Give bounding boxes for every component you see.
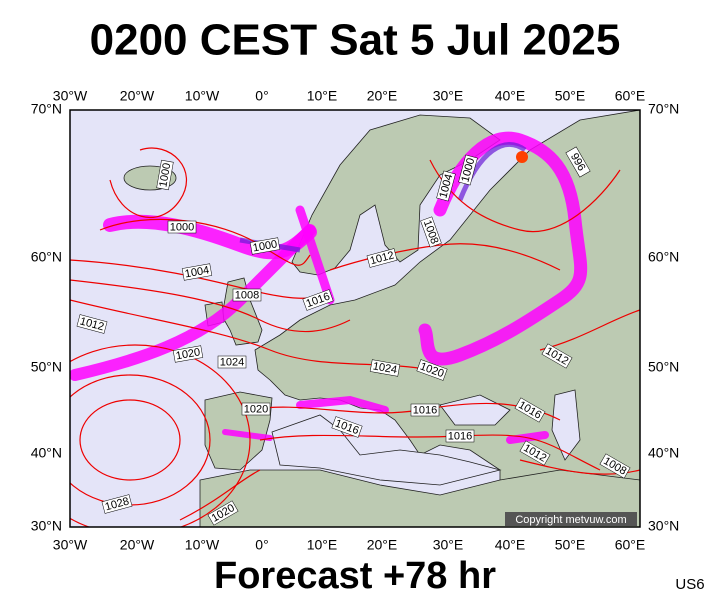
longitude-label: 40°E [495,88,526,104]
longitude-label: 30°W [53,537,88,553]
forecast-label: Forecast +78 hr [214,555,496,597]
isobar-label-group: 1024 [217,355,247,369]
isobar-label-group: 1000 [249,237,281,255]
isobar-label-box [565,146,591,178]
isobar-label: 1000 [170,221,194,233]
isobar-label-group: 1020 [241,402,271,416]
latitude-label: 70°N [648,101,679,117]
isobar-label-group: 1016 [410,403,440,417]
longitude-label: 0° [255,537,268,553]
isobar-label-box [541,343,573,369]
latitude-label: 30°N [648,518,679,534]
isobar-label-box [416,359,448,381]
copyright-box [505,512,637,526]
isobar-label-box [519,440,551,466]
land [123,110,640,527]
latitude-label: 40°N [648,445,679,461]
isobar-label-group: 1016 [445,429,475,443]
graticule-labels: 30°W 30°W 20°W 20°W 10°W 10°W 0° 0° 10°E 10°E 20°E… [31,88,680,553]
longitude-label: 0° [255,88,268,104]
isobar-label-group: 1020 [172,345,204,363]
isobar-label-box [410,403,440,417]
longitude-label: 20°W [120,88,155,104]
longitude-label: 40°E [495,537,526,553]
longitude-label: 10°W [185,537,220,553]
longitude-label: 60°E [615,537,646,553]
isobar-label: 1008 [235,289,259,301]
latitude-label: 40°N [31,445,62,461]
precip-peak [516,151,528,163]
longitude-label: 60°E [615,88,646,104]
isobar-label: 1004 [184,264,210,280]
isobar-label-box [156,159,174,191]
longitude-label: 30°E [433,88,464,104]
inland-seas [271,389,581,486]
latitude-label: 30°N [31,518,62,534]
isobar-label-box [207,500,239,526]
isobar-label-box [445,429,475,443]
isobar-label-box [458,154,478,186]
isobar-label: 1020 [175,346,201,362]
longitude-label: 30°E [433,537,464,553]
isobar-label: 1020 [244,403,268,415]
isobar-label: 1024 [220,356,244,368]
isobar-label: 1000 [157,162,173,188]
isobar-label-box [599,453,631,479]
longitude-label: 20°E [367,88,398,104]
latitude-label: 50°N [648,359,679,375]
isobar-label-box [217,355,247,369]
isobar-label-box [167,220,197,234]
isobar-label: 1000 [252,238,278,254]
longitude-label: 50°E [555,537,586,553]
map-title: 0200 CEST Sat 5 Jul 2025 [90,16,621,65]
latitude-label: 60°N [31,249,62,265]
isobar-label-box [369,359,401,377]
longitude-label: 10°E [307,537,338,553]
longitude-label: 10°W [185,88,220,104]
isobar-label-box [241,402,271,416]
map-frame [69,109,641,528]
isobar-label-box [181,263,213,281]
isobar-label-box [366,248,398,268]
isobar-label: 1024 [372,360,398,376]
longitude-label: 10°E [307,88,338,104]
isobar-label-box [514,397,546,423]
isobar-label: 1016 [448,430,472,442]
isobar-label-group: 1000 [156,159,174,191]
isobar-label-box [436,170,456,202]
latitude-label: 50°N [31,359,62,375]
copyright: Copyright metvuw.com [515,514,626,526]
longitude-label: 50°E [555,88,586,104]
longitude-label: 20°E [367,537,398,553]
isobar-label-box [331,416,363,438]
isobar-label-box [232,288,262,302]
isobar-label-group: 1000 [167,220,197,234]
isobar-label-box [420,216,442,248]
isobar-label-box [101,494,133,514]
isobar-label-box [172,345,204,363]
isobar-label: 1016 [413,404,437,416]
longitude-label: 20°W [120,537,155,553]
isobar-label-group: 1004 [181,263,213,281]
isobar-label-box [249,237,281,255]
longitude-label: 30°W [53,88,88,104]
model-label: US6 [675,576,704,593]
latitude-label: 70°N [31,101,62,117]
isobar-label-box [76,314,108,334]
isobar-label-group: 1008 [232,288,262,302]
latitude-label: 60°N [648,249,679,265]
isobar-label-box [302,289,334,311]
isobar-label-group: 1024 [369,359,401,377]
